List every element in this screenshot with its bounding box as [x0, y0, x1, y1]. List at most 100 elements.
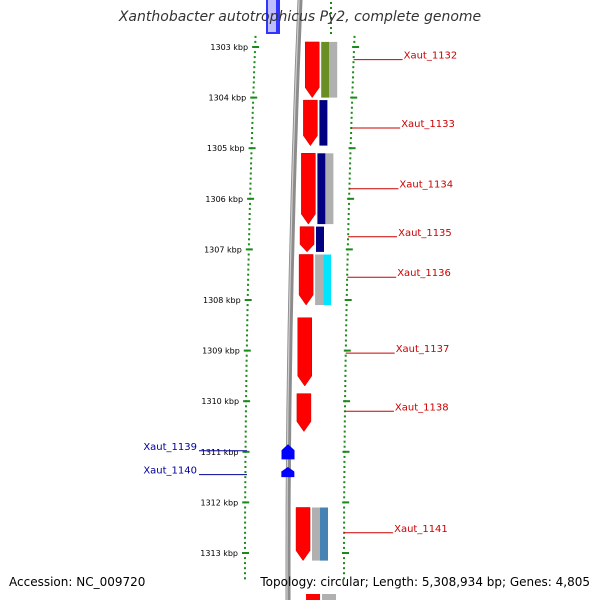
- forward-gene-arrow[interactable]: [304, 41, 320, 99]
- forward-gene-arrow[interactable]: [296, 393, 312, 432]
- inner-major-tick: [248, 147, 256, 150]
- inner-minor-tick: [253, 61, 256, 64]
- gene-label-Xaut_1140[interactable]: Xaut_1140: [143, 466, 247, 477]
- forward-gene-arrow[interactable]: [303, 99, 318, 147]
- outer-minor-tick: [346, 243, 349, 246]
- inner-major-tick: [250, 96, 258, 99]
- outer-minor-tick: [344, 369, 347, 372]
- outer-minor-tick: [343, 562, 345, 565]
- gene-label-text[interactable]: Xaut_1140: [143, 466, 197, 477]
- forward-gene-arrow[interactable]: [297, 317, 313, 387]
- inner-minor-tick: [247, 258, 250, 261]
- inner-minor-tick: [252, 86, 255, 89]
- gene-Xaut_1135[interactable]: [299, 226, 324, 253]
- outer-minor-tick: [345, 324, 348, 327]
- inner-minor-tick: [244, 536, 246, 539]
- cog-band: [329, 41, 338, 98]
- inner-minor-tick: [244, 562, 246, 565]
- inner-minor-tick: [249, 192, 252, 195]
- inner-minor-tick: [247, 273, 250, 276]
- gene-label-Xaut_1134[interactable]: Xaut_1134: [349, 180, 453, 191]
- inner-major-tick: [242, 501, 250, 504]
- inner-minor-tick: [244, 466, 247, 468]
- cog-band: [320, 507, 328, 561]
- inner-minor-tick: [244, 516, 247, 519]
- gene-Xaut_1134[interactable]: [301, 153, 334, 225]
- gene-label-text[interactable]: Xaut_1135: [398, 228, 452, 239]
- gene-Xaut_1136[interactable]: [298, 254, 332, 306]
- outer-minor-tick: [351, 101, 354, 104]
- outer-minor-tick: [352, 66, 355, 69]
- backbone-track: [285, 0, 303, 600]
- forward-gene-arrow[interactable]: [299, 226, 315, 253]
- forward-gene-arrow[interactable]: [298, 254, 314, 306]
- gene-label-Xaut_1132[interactable]: Xaut_1132: [353, 51, 458, 62]
- gene-Xaut_1137[interactable]: [297, 317, 313, 387]
- gene-label-text[interactable]: Xaut_1134: [399, 180, 453, 191]
- gene-Xaut_1141[interactable]: [295, 507, 328, 562]
- gene-label-text[interactable]: Xaut_1136: [397, 268, 451, 279]
- outer-major-tick: [352, 46, 360, 48]
- gene-label-text[interactable]: Xaut_1141: [394, 524, 448, 535]
- outer-minor-tick: [343, 476, 346, 479]
- outer-major-tick: [343, 349, 351, 352]
- gene-label-text[interactable]: Xaut_1137: [396, 344, 450, 355]
- scale-tick-label: 1309 kbp: [202, 347, 240, 356]
- gene-Xaut_1132[interactable]: [304, 41, 338, 99]
- inner-minor-tick: [245, 364, 248, 367]
- outer-minor-tick: [347, 233, 350, 236]
- gene-Xaut_1133[interactable]: [303, 99, 328, 147]
- inner-major-tick: [252, 46, 260, 48]
- inner-minor-tick: [250, 137, 253, 140]
- outer-minor-tick: [330, 7, 332, 9]
- inner-minor-tick: [253, 51, 256, 54]
- gene-label-Xaut_1139[interactable]: Xaut_1139: [143, 442, 247, 453]
- outer-minor-tick: [351, 81, 354, 84]
- gene-label-Xaut_1135[interactable]: Xaut_1135: [348, 228, 452, 239]
- gene-label-text[interactable]: Xaut_1133: [401, 119, 455, 130]
- outer-minor-tick: [343, 526, 346, 529]
- outer-minor-tick: [346, 258, 349, 261]
- gene-label-Xaut_1136[interactable]: Xaut_1136: [347, 268, 451, 279]
- scale-tick-label: 1311 kbp: [201, 448, 239, 457]
- gene-label-Xaut_1133[interactable]: Xaut_1133: [351, 119, 455, 130]
- outer-minor-tick: [353, 35, 356, 38]
- outer-minor-tick: [351, 86, 354, 89]
- outer-minor-tick: [344, 364, 347, 367]
- outer-minor-tick: [343, 572, 345, 575]
- reverse-gene-arrow[interactable]: [281, 444, 295, 460]
- forward-gene-arrow[interactable]: [295, 507, 311, 562]
- inner-minor-tick: [244, 567, 246, 570]
- inner-minor-tick: [248, 228, 251, 231]
- gene-label-text[interactable]: Xaut_1139: [143, 442, 197, 453]
- inner-minor-tick: [245, 339, 248, 342]
- scale-tick-label: 1310 kbp: [201, 397, 239, 406]
- outer-minor-tick: [349, 137, 352, 140]
- outer-major-tick: [343, 400, 351, 403]
- reverse-gene-arrow[interactable]: [281, 466, 295, 478]
- gene-label-text[interactable]: Xaut_1138: [395, 402, 449, 413]
- gene-Xaut_1140[interactable]: [281, 466, 295, 478]
- inner-minor-tick: [248, 218, 251, 220]
- inner-minor-tick: [249, 182, 252, 185]
- offscreen-gene-bottom[interactable]: [306, 594, 321, 600]
- gene-label-Xaut_1137[interactable]: Xaut_1137: [345, 344, 450, 355]
- outer-minor-tick: [353, 40, 356, 43]
- inner-minor-tick: [247, 278, 250, 281]
- outer-minor-tick: [330, 12, 332, 14]
- outer-major-tick: [342, 501, 350, 504]
- inner-minor-tick: [248, 233, 251, 236]
- inner-minor-tick: [244, 455, 247, 458]
- forward-gene-arrow[interactable]: [301, 153, 316, 225]
- inner-minor-tick: [244, 546, 246, 549]
- gene-label-Xaut_1141[interactable]: Xaut_1141: [344, 524, 448, 535]
- outer-minor-tick: [343, 541, 345, 544]
- gene-Xaut_1139[interactable]: [281, 444, 295, 460]
- gene-label-text[interactable]: Xaut_1132: [404, 51, 458, 62]
- outer-minor-tick: [345, 334, 347, 337]
- gene-label-Xaut_1138[interactable]: Xaut_1138: [344, 402, 449, 413]
- gene-Xaut_1138[interactable]: [296, 393, 312, 432]
- cog-band: [323, 254, 332, 306]
- inner-major-tick: [247, 197, 255, 200]
